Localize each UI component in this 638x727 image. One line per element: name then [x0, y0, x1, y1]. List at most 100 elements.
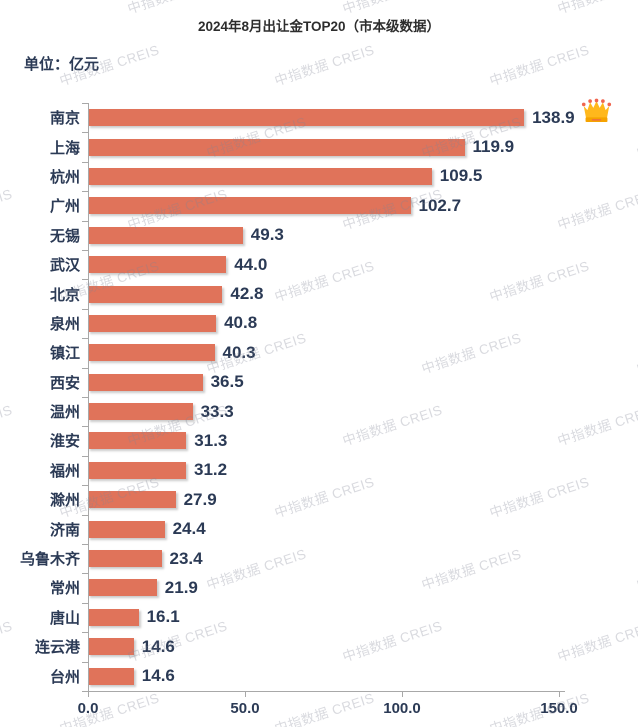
y-axis-tick — [82, 514, 88, 516]
bar — [88, 197, 411, 215]
category-label: 济南 — [49, 521, 80, 539]
x-axis-tick — [559, 691, 560, 697]
x-axis-tick-label: 50.0 — [230, 700, 260, 717]
bar-row: 杭州 109.5 — [0, 162, 638, 191]
category-label: 台州 — [49, 668, 80, 686]
bar-row: 滁州 27.9 — [0, 485, 638, 514]
bar-row: 镇江 40.3 — [0, 338, 638, 367]
category-label: 常州 — [49, 580, 80, 598]
bar — [88, 608, 139, 626]
bar — [88, 403, 193, 421]
bar-row: 济南 24.4 — [0, 514, 638, 543]
bar-row: 唐山 16.1 — [0, 603, 638, 632]
bar-row: 无锡 49.3 — [0, 221, 638, 250]
bar-row: 广州 102.7 — [0, 191, 638, 220]
bar — [88, 520, 165, 538]
y-axis-tick — [82, 250, 88, 251]
category-label: 连云港 — [34, 639, 80, 657]
value-label: 31.3 — [194, 430, 228, 450]
bar — [88, 667, 134, 685]
bar-row: 连云港 14.6 — [0, 632, 638, 661]
category-label: 北京 — [49, 286, 80, 304]
category-label: 淮安 — [49, 433, 80, 451]
y-axis-tick — [82, 691, 88, 692]
bar — [88, 285, 223, 303]
bar — [88, 491, 176, 509]
value-label: 40.3 — [222, 342, 256, 362]
value-label: 24.4 — [172, 519, 206, 539]
y-axis-tick — [82, 661, 88, 663]
bar — [88, 373, 203, 391]
value-label: 40.8 — [224, 313, 258, 333]
y-axis-tick — [82, 397, 88, 398]
value-label: 14.6 — [141, 666, 175, 686]
value-label: 16.1 — [146, 607, 180, 627]
y-axis-tick — [82, 426, 88, 428]
bar-row: 北京 42.8 — [0, 279, 638, 308]
category-label: 无锡 — [49, 227, 80, 245]
category-label: 西安 — [49, 374, 80, 392]
value-label: 33.3 — [200, 401, 234, 421]
x-axis-tick-label: 0.0 — [77, 700, 99, 717]
category-label: 武汉 — [49, 257, 80, 275]
watermark-text: 中指数据 CREIS — [487, 42, 592, 89]
bar — [88, 550, 162, 568]
category-label: 上海 — [49, 139, 80, 157]
y-axis-tick — [82, 308, 88, 310]
category-label: 广州 — [49, 198, 80, 216]
bar-row: 乌鲁木齐 23.4 — [0, 544, 638, 573]
x-axis-tick-label: 100.0 — [383, 700, 421, 717]
bar — [88, 138, 465, 156]
value-label: 36.5 — [210, 372, 244, 392]
category-label: 福州 — [49, 462, 80, 480]
value-label: 21.9 — [164, 577, 198, 597]
category-label: 泉州 — [49, 315, 80, 333]
x-axis-line — [88, 691, 565, 692]
y-axis-tick — [82, 191, 88, 193]
value-label: 27.9 — [183, 489, 217, 509]
bar-row: 泉州 40.8 — [0, 309, 638, 338]
y-axis-tick — [82, 103, 88, 104]
bar — [88, 167, 432, 185]
category-label: 滁州 — [49, 492, 80, 510]
value-label: 42.8 — [230, 284, 264, 304]
y-axis-tick — [82, 279, 88, 281]
y-axis-tick — [82, 455, 88, 457]
x-axis-tick — [402, 691, 403, 697]
y-axis-tick — [82, 161, 88, 163]
value-label: 31.2 — [194, 460, 228, 480]
bar-row: 福州 31.2 — [0, 456, 638, 485]
x-axis-tick — [88, 691, 89, 697]
chart-title: 2024年8月出让金TOP20（市本级数据） — [197, 19, 441, 34]
value-label: 49.3 — [250, 225, 284, 245]
category-label: 杭州 — [49, 168, 80, 186]
value-label: 109.5 — [439, 166, 483, 186]
y-axis-tick — [82, 632, 88, 634]
bar — [88, 256, 227, 274]
bar-row: 台州 14.6 — [0, 661, 638, 690]
bar-row: 武汉 44.0 — [0, 250, 638, 279]
watermark-text: 中指数据 CREIS — [272, 42, 377, 89]
bar-row: 淮安 31.3 — [0, 426, 638, 455]
value-label: 23.4 — [169, 548, 203, 568]
y-axis-tick — [82, 544, 88, 545]
y-axis-tick — [82, 338, 88, 340]
y-axis-tick — [82, 367, 88, 369]
bar — [88, 226, 243, 244]
bar — [88, 579, 157, 597]
y-axis-line — [88, 103, 89, 691]
crown-icon — [581, 98, 612, 130]
x-axis-tick — [245, 691, 246, 697]
category-label: 镇江 — [49, 345, 80, 363]
bar — [88, 109, 525, 127]
category-label: 唐山 — [49, 609, 80, 627]
bar-row: 西安 36.5 — [0, 368, 638, 397]
bar-row: 南京 138.9 — [0, 98, 638, 132]
value-label: 14.6 — [141, 636, 175, 656]
y-axis-tick — [82, 485, 88, 487]
bar — [88, 461, 186, 479]
y-axis-tick — [82, 602, 88, 604]
category-label: 乌鲁木齐 — [19, 551, 80, 569]
bar — [88, 314, 217, 332]
